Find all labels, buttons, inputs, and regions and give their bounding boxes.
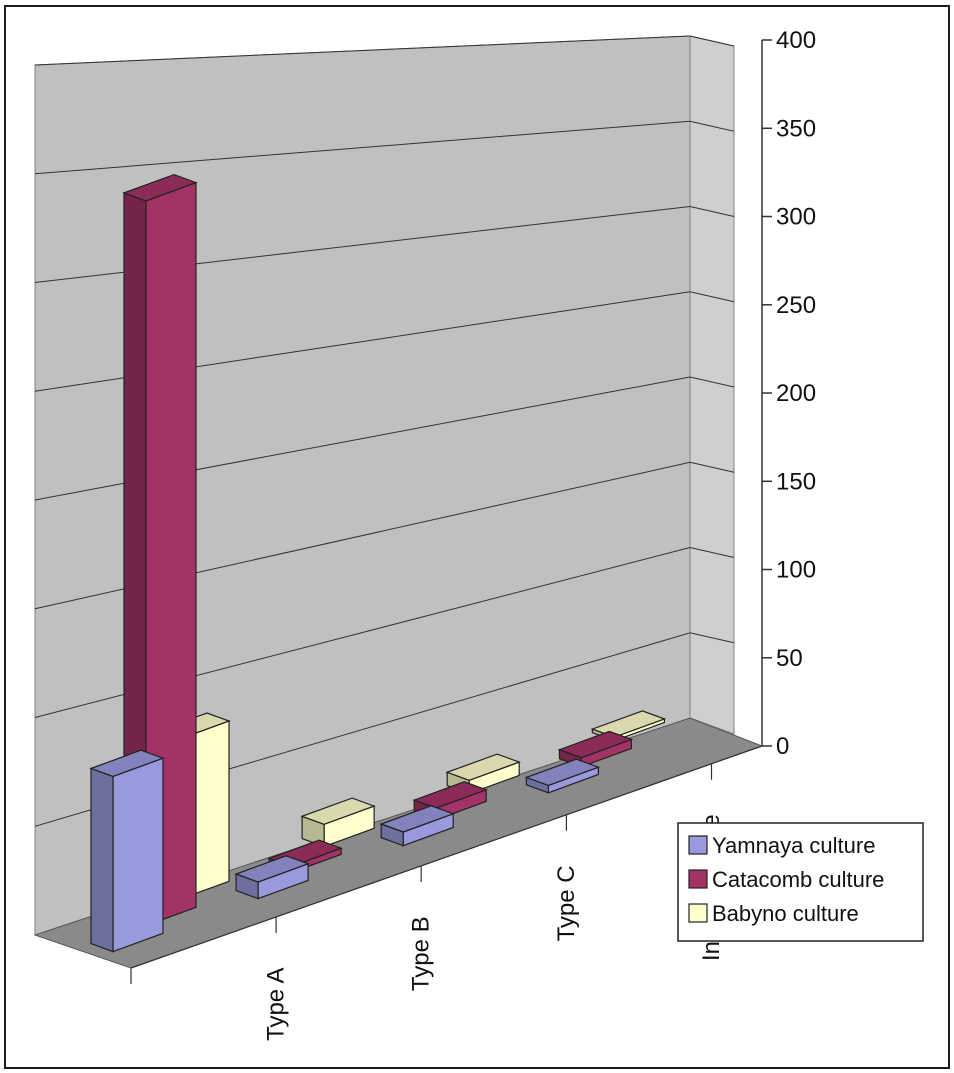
back-wall	[34, 35, 735, 936]
bar	[89, 749, 165, 953]
legend-swatch	[688, 835, 708, 855]
y-tick-label: 400	[776, 27, 816, 54]
gridline-side	[689, 35, 735, 47]
legend-label: Babyno culture	[712, 901, 859, 926]
y-tick-label: 150	[776, 468, 816, 495]
bar-front	[112, 757, 164, 953]
y-tick-label: 350	[776, 115, 816, 142]
gridline-side	[689, 120, 735, 132]
bar-top	[300, 797, 376, 825]
y-tick-label: 250	[776, 292, 816, 319]
bar	[379, 805, 455, 847]
gridline-side	[689, 376, 735, 388]
y-tick-label: 0	[776, 733, 789, 760]
bar	[300, 797, 376, 848]
gridline-side	[689, 547, 735, 558]
bar-top	[122, 173, 198, 202]
gridline-side	[689, 206, 735, 217]
legend-label: Catacomb culture	[712, 867, 884, 892]
bar-top	[412, 781, 488, 809]
bar-top	[524, 758, 601, 787]
bar-side	[90, 767, 114, 953]
y-tick-label: 200	[776, 380, 816, 407]
legend-swatch	[688, 869, 708, 889]
bar-top	[379, 805, 455, 833]
legend-label: Yamnaya culture	[712, 833, 875, 858]
gridline-side	[689, 461, 735, 473]
gridline-side	[689, 291, 735, 303]
gridline	[34, 120, 691, 175]
y-tick-label: 300	[776, 204, 816, 231]
legend: Yamnaya culture Catacomb culture Babyno cu…	[677, 822, 924, 942]
bar	[122, 173, 198, 927]
y-axis: 0 50 100 150 200 250 300 350 400	[761, 27, 816, 760]
bars	[89, 173, 667, 953]
x-tick-label: Type B	[408, 916, 435, 991]
legend-swatch	[688, 903, 708, 923]
y-tick-label: 50	[776, 645, 803, 672]
x-tick-label: Type A	[263, 968, 290, 1041]
gridline	[34, 35, 691, 66]
gridline-side	[689, 632, 735, 644]
x-axis-line	[130, 745, 763, 969]
legend-box	[677, 822, 924, 942]
bar-top	[89, 749, 165, 778]
bar-top	[557, 730, 634, 759]
bar-top	[445, 753, 521, 781]
x-tick-label: Type C	[553, 865, 580, 941]
bar-top	[590, 710, 667, 738]
bar	[524, 758, 601, 794]
bar	[557, 730, 634, 768]
bar	[234, 855, 310, 900]
bar-top	[234, 855, 310, 883]
y-tick-label: 100	[776, 557, 816, 584]
